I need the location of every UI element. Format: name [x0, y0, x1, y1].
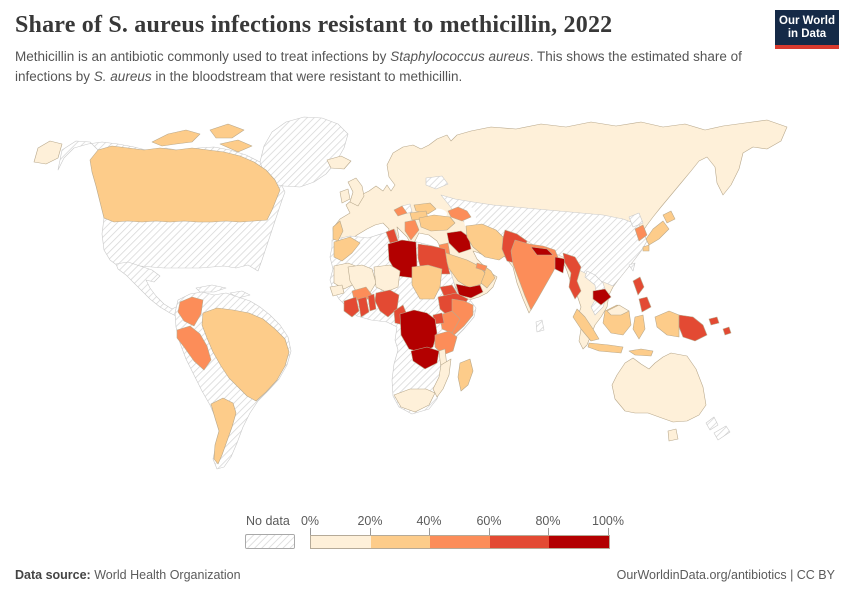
owid-logo-accent-bar: [775, 45, 839, 49]
country-brazil[interactable]: [201, 307, 290, 402]
country-ghana[interactable]: [357, 296, 370, 318]
country-nigeria[interactable]: [374, 289, 400, 318]
subtitle-part: Methicillin is an antibiotic commonly us…: [15, 49, 391, 64]
legend-tick-0: 0%: [300, 514, 320, 528]
country-russia-chukotka[interactable]: [33, 140, 63, 165]
country-malaysia-borneo[interactable]: [606, 304, 630, 316]
subtitle-part-italic: S. aureus: [93, 68, 152, 84]
legend-no-data-swatch[interactable]: [245, 534, 295, 549]
legend-tick-60: 60%: [476, 514, 502, 528]
country-niger[interactable]: [373, 264, 401, 293]
legend-segment-40-60[interactable]: [430, 536, 490, 548]
data-source: Data source: World Health Organization: [15, 568, 241, 582]
map-legend: No data 0% 20% 40% 60% 80% 100%: [0, 512, 850, 556]
country-australia[interactable]: [611, 352, 707, 423]
country-bangladesh[interactable]: [554, 256, 566, 274]
legend-tick-40: 40%: [416, 514, 442, 528]
legend-color-scale[interactable]: [310, 535, 610, 549]
country-iran[interactable]: [465, 223, 510, 261]
country-kenya[interactable]: [439, 310, 461, 334]
legend-segment-20-40[interactable]: [370, 536, 431, 548]
chart-header: Share of S. aureus infections resistant …: [15, 12, 765, 86]
chart-footer: Data source: World Health Organization O…: [15, 568, 835, 582]
country-united-kingdom[interactable]: [347, 177, 365, 207]
country-cote-divoire[interactable]: [343, 296, 360, 318]
country-tasmania[interactable]: [667, 428, 679, 442]
country-belarus[interactable]: [425, 175, 449, 190]
country-georgia-azerbaijan[interactable]: [447, 206, 472, 222]
country-iceland[interactable]: [326, 155, 352, 170]
country-taiwan[interactable]: [628, 262, 636, 272]
country-mozambique[interactable]: [432, 358, 452, 398]
owid-logo[interactable]: Our World in Data: [775, 10, 839, 49]
country-portugal[interactable]: [332, 220, 344, 242]
country-mali[interactable]: [347, 264, 377, 294]
country-senegal[interactable]: [329, 284, 345, 297]
country-ireland[interactable]: [339, 188, 351, 204]
country-cuba[interactable]: [195, 284, 227, 293]
country-uae-qatar[interactable]: [475, 262, 488, 272]
owid-logo-line2: in Data: [787, 28, 827, 40]
legend-segment-80-100[interactable]: [549, 536, 609, 548]
country-north-korea[interactable]: [628, 212, 644, 228]
country-greece[interactable]: [404, 219, 420, 241]
country-turkey[interactable]: [418, 214, 456, 232]
attribution-link[interactable]: OurWorldinData.org/antibiotics | CC BY: [616, 568, 835, 582]
legend-tick-20: 20%: [357, 514, 383, 528]
country-iraq[interactable]: [446, 230, 472, 254]
country-tanzania[interactable]: [434, 330, 458, 356]
country-greenland[interactable]: [259, 116, 349, 188]
data-source-value: World Health Organization: [90, 568, 241, 582]
subtitle-part: in the bloodstream that were resistant t…: [151, 68, 463, 84]
country-south-africa[interactable]: [393, 388, 436, 413]
legend-segment-0-20[interactable]: [311, 536, 371, 548]
country-papua-new-guinea[interactable]: [678, 314, 732, 342]
legend-tick-80: 80%: [535, 514, 561, 528]
owid-logo-box: Our World in Data: [775, 10, 839, 45]
country-myanmar[interactable]: [562, 252, 582, 300]
owid-logo-line1: Our World: [779, 15, 836, 27]
country-sri-lanka[interactable]: [535, 319, 545, 333]
page-title: Share of S. aureus infections resistant …: [15, 12, 613, 38]
country-madagascar[interactable]: [457, 358, 474, 392]
chart-subtitle: Methicillin is an antibiotic commonly us…: [15, 47, 757, 86]
country-peru[interactable]: [176, 325, 212, 371]
country-colombia[interactable]: [177, 296, 204, 327]
country-india[interactable]: [510, 239, 560, 311]
country-cambodia[interactable]: [592, 288, 612, 306]
country-croatia[interactable]: [393, 205, 408, 217]
subtitle-part: . This shows the estimated share of infe…: [15, 49, 742, 84]
country-romania[interactable]: [413, 202, 437, 215]
subtitle-part-italic: Staphylococcus aureus: [390, 49, 530, 64]
legend-segment-60-80[interactable]: [489, 536, 550, 548]
country-morocco[interactable]: [333, 236, 361, 262]
country-eritrea[interactable]: [439, 284, 458, 297]
country-canada-arctic-islands[interactable]: [151, 123, 253, 153]
country-nepal[interactable]: [530, 246, 554, 256]
legend-no-data-label: No data: [246, 514, 290, 528]
country-togo-benin[interactable]: [367, 293, 377, 312]
country-zambia[interactable]: [410, 346, 440, 370]
data-source-label: Data source:: [15, 568, 91, 582]
country-new-zealand[interactable]: [705, 416, 731, 441]
country-japan[interactable]: [642, 210, 676, 252]
country-sudan[interactable]: [411, 264, 443, 300]
legend-tick-100: 100%: [592, 514, 624, 528]
country-philippines[interactable]: [632, 276, 652, 313]
country-south-korea[interactable]: [634, 224, 648, 242]
country-canada[interactable]: [89, 145, 281, 223]
country-argentina[interactable]: [210, 397, 237, 465]
